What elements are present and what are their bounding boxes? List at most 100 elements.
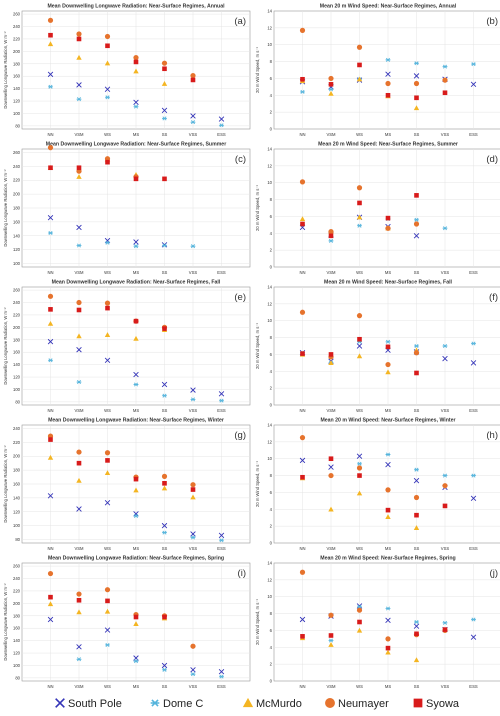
point-south-pole (218, 391, 225, 397)
y-tick-label: 140 (13, 362, 21, 367)
x-tick-label: ESS (469, 408, 478, 413)
plot-area (273, 562, 500, 682)
point-mcmurdo (76, 174, 82, 179)
x-tick-label: MS (385, 684, 391, 689)
point-syowa (385, 507, 391, 513)
point-south-pole (161, 242, 168, 248)
point-south-pole (161, 522, 168, 529)
point-neumayer (161, 60, 168, 66)
y-tick-label: 240 (13, 426, 21, 431)
point-syowa (328, 82, 334, 87)
point-dome-c (219, 674, 224, 679)
y-tick-label: 180 (13, 468, 21, 473)
point-south-pole (76, 224, 82, 231)
point-neumayer (385, 361, 391, 368)
point-neumayer (104, 300, 111, 306)
legend-label: Dome C (163, 698, 203, 710)
y-tick-label: 160 (13, 74, 21, 79)
y-tick-label: 260 (13, 564, 21, 569)
y-tick-label: 4 (270, 231, 273, 236)
y-axis-label: 20 m Wind Speed, m s⁻¹ (255, 322, 260, 369)
point-south-pole (47, 616, 54, 623)
x-tick-label: VSM (74, 684, 84, 689)
x-tick-label: SS (162, 132, 168, 137)
point-syowa (385, 92, 391, 98)
x-tick-label: SS (414, 132, 420, 137)
x-tick-label: VSM (326, 684, 336, 689)
panel-b: Mean 20 m Wind Speed: Near-Surface Regim… (255, 4, 500, 137)
y-tick-label: 140 (13, 86, 21, 91)
y-tick-label: 4 (270, 645, 273, 650)
x-tick-label: SS (162, 270, 168, 275)
y-tick-label: 200 (13, 454, 21, 459)
x-tick-label: VSS (189, 546, 198, 551)
y-tick-label: 100 (13, 523, 21, 528)
x-tick-label: MS (385, 270, 391, 275)
point-syowa (414, 512, 419, 518)
y-tick-label: 220 (13, 178, 21, 183)
y-tick-label: 8 (270, 59, 273, 64)
x-tick-label: VSS (441, 270, 450, 275)
panel-title: Mean Downwelling Longwave Radiation: Nea… (52, 280, 221, 286)
x-tick-label: MS (385, 132, 391, 137)
point-dome-c (328, 87, 334, 92)
x-tick-label: MS (133, 270, 139, 275)
point-mcmurdo (161, 485, 168, 491)
y-tick-label: 180 (13, 61, 21, 66)
point-mcmurdo (47, 454, 54, 460)
point-mcmurdo (76, 477, 82, 483)
point-syowa (300, 634, 305, 639)
point-neumayer (356, 44, 363, 50)
point-mcmurdo (104, 60, 111, 66)
point-dome-c (385, 57, 391, 62)
point-mcmurdo (385, 514, 391, 520)
point-neumayer (104, 587, 111, 593)
y-tick-label: 6 (270, 628, 273, 633)
point-neumayer (190, 72, 196, 79)
point-dome-c (414, 619, 419, 625)
point-south-pole (161, 381, 168, 388)
point-neumayer (442, 77, 448, 83)
point-dome-c (414, 467, 419, 472)
x-tick-label: VSS (441, 546, 450, 551)
point-south-pole (218, 668, 225, 675)
panel-d: Mean 20 m Wind Speed: Near-Surface Regim… (255, 142, 500, 275)
panel-title: Mean 20 m Wind Speed: Near-Surface Regim… (320, 4, 457, 10)
point-mcmurdo (356, 490, 363, 496)
x-tick-label: ESS (217, 546, 226, 551)
panel-e: Mean Downwelling Longwave Radiation: Nea… (3, 280, 251, 413)
panel-title: Mean 20 m Wind Speed: Near-Surface Regim… (320, 556, 455, 562)
legend-item-neumayer: Neumayer (325, 698, 389, 710)
point-mcmurdo (328, 360, 334, 366)
y-tick-label: 14 (267, 561, 272, 566)
x-tick-label: NN (47, 270, 53, 275)
point-mcmurdo (328, 642, 334, 647)
point-mcmurdo (356, 76, 363, 82)
legend-marker-x (55, 698, 65, 708)
point-dome-c (328, 238, 334, 243)
point-mcmurdo (413, 105, 420, 111)
point-south-pole (104, 627, 111, 633)
point-mcmurdo (299, 216, 306, 222)
y-tick-label: 140 (13, 638, 21, 643)
point-mcmurdo (161, 80, 168, 86)
point-syowa (133, 614, 139, 620)
point-syowa (162, 326, 167, 331)
y-tick-label: 10 (267, 180, 272, 185)
point-syowa (300, 474, 305, 480)
y-tick-label: 120 (13, 247, 21, 252)
point-dome-c (219, 123, 224, 128)
point-south-pole (47, 493, 54, 499)
point-dome-c (414, 217, 419, 222)
y-tick-label: 120 (13, 509, 21, 514)
point-neumayer (328, 612, 334, 618)
point-syowa (133, 476, 139, 482)
point-syowa (385, 645, 391, 651)
y-tick-label: 0 (270, 403, 273, 408)
x-tick-label: SS (414, 684, 420, 689)
point-neumayer (356, 465, 363, 471)
x-tick-label: WS (356, 684, 363, 689)
point-mcmurdo (190, 494, 196, 500)
point-dome-c (471, 473, 476, 478)
